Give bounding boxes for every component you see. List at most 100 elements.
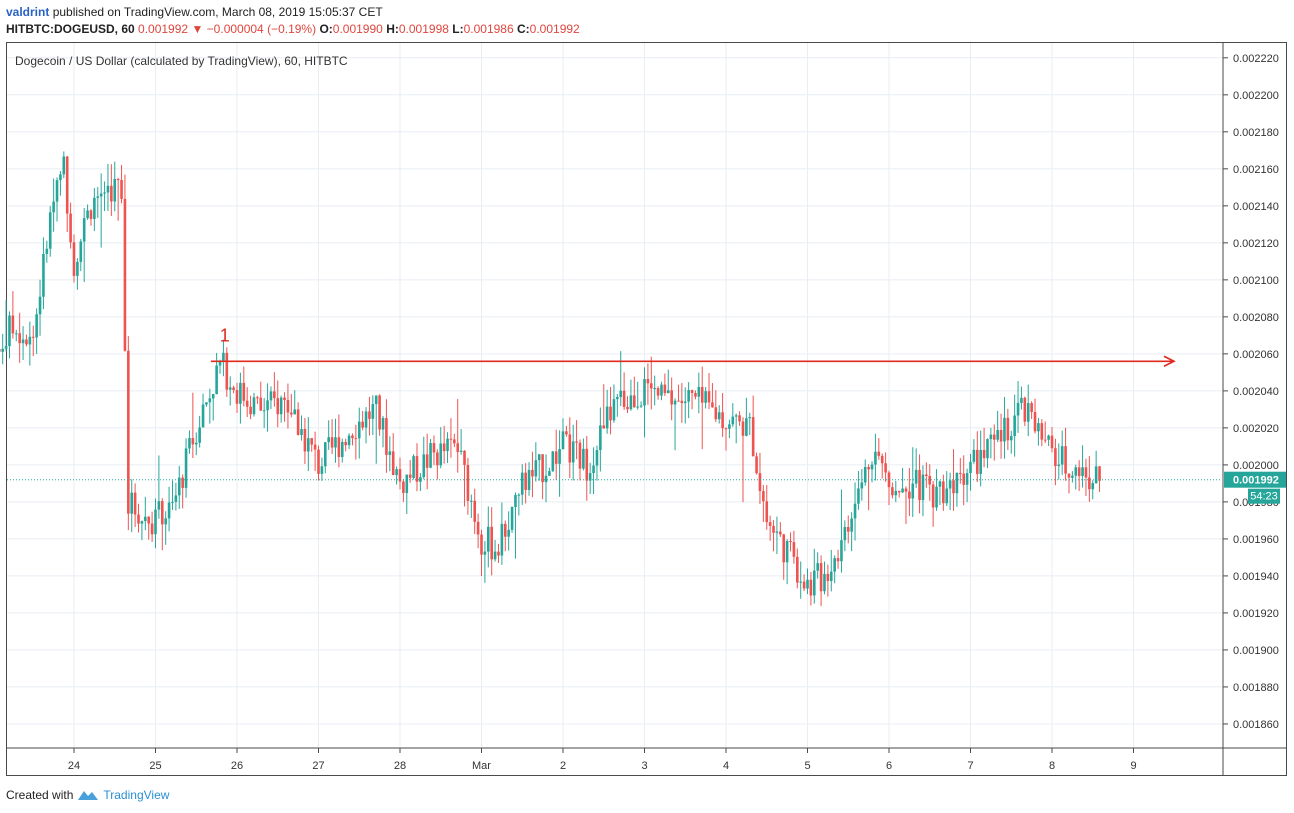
candle-body-down: [758, 473, 762, 492]
candle-body-up: [683, 401, 687, 404]
candle-body-up: [381, 418, 385, 430]
candle-body-up: [704, 391, 707, 403]
candle-body-down: [942, 481, 945, 504]
candle-body-down: [700, 387, 704, 403]
candle-body-up: [874, 451, 877, 465]
candle-body-up: [405, 474, 409, 494]
price-chart[interactable]: 123 0.0022200.0022000.0021800.0021600.00…: [0, 0, 1294, 785]
candle-body-down: [497, 551, 500, 556]
candle-body-up: [439, 443, 443, 466]
candle-body-down: [622, 390, 626, 407]
candle-body-down: [789, 541, 792, 543]
candle-body-down: [110, 185, 113, 202]
candle-body-down: [133, 492, 137, 515]
candle-body-down: [792, 542, 796, 557]
candle-body-down: [354, 438, 358, 440]
candle-body-down: [259, 397, 263, 411]
candle-body-down: [1054, 448, 1057, 467]
y-tick-label: 0.002080: [1233, 312, 1279, 324]
candle-body-down: [694, 392, 697, 397]
candle-body-up: [697, 387, 701, 397]
candle-body-up: [334, 437, 337, 448]
candle-body-down: [826, 573, 830, 581]
candle-body-down: [867, 467, 870, 470]
candle-body-up: [785, 541, 789, 563]
candle-body-down: [256, 397, 259, 399]
candle-body-up: [979, 449, 982, 474]
y-tick-label: 0.002060: [1233, 349, 1279, 361]
candle-body-up: [619, 390, 623, 398]
candle-body-down: [432, 443, 436, 453]
candle-body-up: [218, 361, 222, 366]
candle-body-up: [1091, 483, 1095, 490]
low-value: 0.001986: [463, 22, 514, 36]
candle-body-up: [911, 483, 915, 499]
candle-body-down: [245, 400, 249, 407]
candle-body-down: [531, 469, 534, 477]
candle-body-up: [717, 412, 721, 420]
x-tick-label: 27: [312, 760, 324, 772]
candle-body-down: [425, 454, 429, 468]
candle-body-up: [486, 526, 490, 552]
candle-body-up: [266, 400, 269, 411]
candle-body-down: [626, 406, 629, 410]
candle-body-down: [884, 463, 887, 473]
candle-body-up: [364, 411, 368, 428]
candle-body-up: [548, 471, 551, 476]
publish-info: valdrint published on TradingView.com, M…: [6, 5, 383, 19]
candle-body-up: [599, 425, 602, 451]
candle-body-down: [330, 437, 334, 448]
candle-body-up: [45, 248, 49, 254]
author-link[interactable]: valdrint: [6, 5, 50, 19]
candle-body-down: [897, 490, 901, 493]
candle-body-down: [1088, 477, 1091, 490]
candle-body-up: [986, 439, 989, 459]
candle-body-down: [663, 384, 667, 394]
close-value: 0.001992: [529, 22, 580, 36]
candle-body-up: [201, 404, 205, 428]
candle-body-down: [385, 418, 388, 455]
candle-body-down: [11, 315, 15, 334]
candle-body-down: [449, 438, 453, 440]
candle-body-up: [989, 434, 993, 440]
candle-body-down: [908, 491, 911, 499]
candle-body-up: [412, 456, 415, 478]
candle-body-down: [69, 213, 72, 243]
price-tag-bg: [1224, 471, 1286, 488]
candle-body-up: [938, 481, 942, 487]
candle-body-up: [347, 435, 351, 446]
candle-body-down: [368, 411, 371, 419]
candle-body-up: [629, 395, 633, 410]
candle-body-up: [140, 521, 144, 524]
candle-body-up: [850, 518, 853, 532]
candle-body-up: [470, 500, 473, 502]
y-tick-label: 0.001960: [1233, 534, 1279, 546]
y-tick-label: 0.002200: [1233, 90, 1279, 102]
candle-body-up: [605, 406, 609, 429]
candle-body-up: [228, 387, 232, 390]
candle-body-up: [520, 472, 524, 495]
y-tick-label: 0.002020: [1233, 423, 1279, 435]
y-tick-label: 0.002180: [1233, 127, 1279, 139]
candle-body-up: [660, 384, 663, 396]
candle-body-up: [388, 451, 392, 455]
chart-frame: [6, 42, 1287, 776]
candle-body-up: [419, 477, 422, 482]
candle-body-down: [925, 474, 928, 476]
open-label: O:: [319, 22, 333, 36]
y-tick-label: 0.002000: [1233, 460, 1279, 472]
candle-body-down: [1006, 417, 1010, 441]
candle-body-down: [276, 398, 280, 415]
candle-body-up: [812, 570, 816, 596]
candle-body-down: [436, 452, 439, 466]
candle-body-up: [1026, 403, 1030, 422]
candle-body-up: [96, 196, 100, 198]
candle-body-up: [517, 494, 521, 496]
candle-body-up: [551, 451, 555, 472]
candle-body-up: [588, 473, 592, 481]
candle-body-up: [870, 464, 874, 470]
candle-body-up: [799, 581, 803, 583]
candle-body-down: [453, 439, 456, 444]
tradingview-brand[interactable]: TradingView: [103, 788, 170, 802]
footer: Created with TradingView: [6, 788, 169, 802]
